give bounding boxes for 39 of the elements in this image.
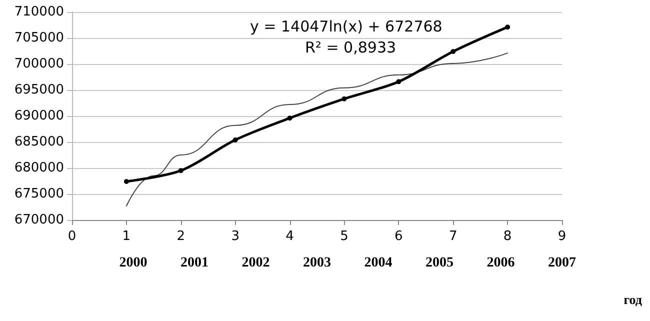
x-tick-label: 4 xyxy=(286,229,294,244)
x-tick-label: 6 xyxy=(394,229,403,244)
y-tick-label: 710000 xyxy=(14,4,64,20)
x2-tick-label: 2001 xyxy=(180,256,208,270)
y-tick-label: 685000 xyxy=(14,134,64,150)
line-series xyxy=(126,52,508,206)
point xyxy=(342,96,347,102)
y-tick-label: 690000 xyxy=(14,108,64,124)
x2-tick-label: 2006 xyxy=(486,256,515,270)
x2-tick-label: 2000 xyxy=(119,256,148,270)
x-tick-label: 9 xyxy=(558,229,566,244)
x-tick-label: 2 xyxy=(176,229,186,244)
x-tick-label: 8 xyxy=(503,229,512,244)
point xyxy=(232,137,238,142)
x-tick-label: 3 xyxy=(231,229,240,244)
y-tick-label: 700000 xyxy=(14,56,64,72)
point xyxy=(396,79,402,84)
x2-axis-title: год xyxy=(624,292,642,307)
x2-tick-label: 2002 xyxy=(242,256,270,270)
x-tick-label: 1 xyxy=(122,229,131,244)
x2-tick-label: 2004 xyxy=(364,256,392,270)
x-tick-label: 5 xyxy=(340,229,348,244)
x2-tick-label: 2007 xyxy=(548,256,576,270)
y-tick-label: 675000 xyxy=(14,186,64,202)
y-tick-label: 705000 xyxy=(14,30,64,46)
point xyxy=(124,179,129,184)
y-tick-label: 695000 xyxy=(14,82,64,98)
point xyxy=(450,49,456,54)
point xyxy=(505,24,510,30)
point xyxy=(287,116,292,121)
x2-tick-label: 2005 xyxy=(426,256,454,270)
y-tick-label: 670000 xyxy=(14,212,64,228)
annotation: y = 14047ln(x) + 672768 xyxy=(250,18,442,36)
x2-tick-label: 2003 xyxy=(303,256,331,270)
point xyxy=(178,168,184,174)
y-tick-label: 680000 xyxy=(14,160,64,176)
x-tick-label: 0 xyxy=(68,229,76,244)
annotation: R² = 0,8933 xyxy=(305,38,396,56)
x-tick-label: 7 xyxy=(448,229,458,244)
